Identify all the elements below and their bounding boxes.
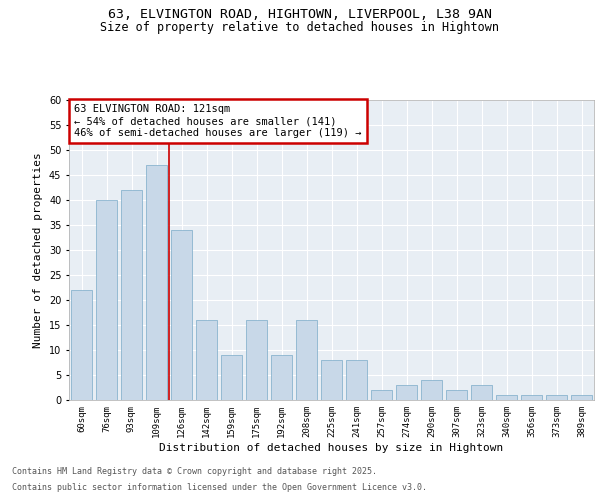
- Bar: [346, 360, 367, 400]
- Bar: [146, 165, 167, 400]
- Bar: [421, 380, 442, 400]
- Bar: [71, 290, 92, 400]
- Bar: [321, 360, 342, 400]
- Text: Contains HM Land Registry data © Crown copyright and database right 2025.: Contains HM Land Registry data © Crown c…: [12, 467, 377, 476]
- X-axis label: Distribution of detached houses by size in Hightown: Distribution of detached houses by size …: [160, 442, 503, 452]
- Bar: [196, 320, 217, 400]
- Bar: [171, 230, 192, 400]
- Bar: [521, 395, 542, 400]
- Bar: [271, 355, 292, 400]
- Bar: [446, 390, 467, 400]
- Bar: [221, 355, 242, 400]
- Text: 63, ELVINGTON ROAD, HIGHTOWN, LIVERPOOL, L38 9AN: 63, ELVINGTON ROAD, HIGHTOWN, LIVERPOOL,…: [108, 8, 492, 20]
- Bar: [96, 200, 117, 400]
- Text: Contains public sector information licensed under the Open Government Licence v3: Contains public sector information licen…: [12, 484, 427, 492]
- Bar: [246, 320, 267, 400]
- Bar: [571, 395, 592, 400]
- Bar: [396, 385, 417, 400]
- Text: 63 ELVINGTON ROAD: 121sqm
← 54% of detached houses are smaller (141)
46% of semi: 63 ELVINGTON ROAD: 121sqm ← 54% of detac…: [74, 104, 362, 138]
- Bar: [121, 190, 142, 400]
- Bar: [546, 395, 567, 400]
- Bar: [471, 385, 492, 400]
- Text: Size of property relative to detached houses in Hightown: Size of property relative to detached ho…: [101, 21, 499, 34]
- Y-axis label: Number of detached properties: Number of detached properties: [34, 152, 43, 348]
- Bar: [371, 390, 392, 400]
- Bar: [496, 395, 517, 400]
- Bar: [296, 320, 317, 400]
